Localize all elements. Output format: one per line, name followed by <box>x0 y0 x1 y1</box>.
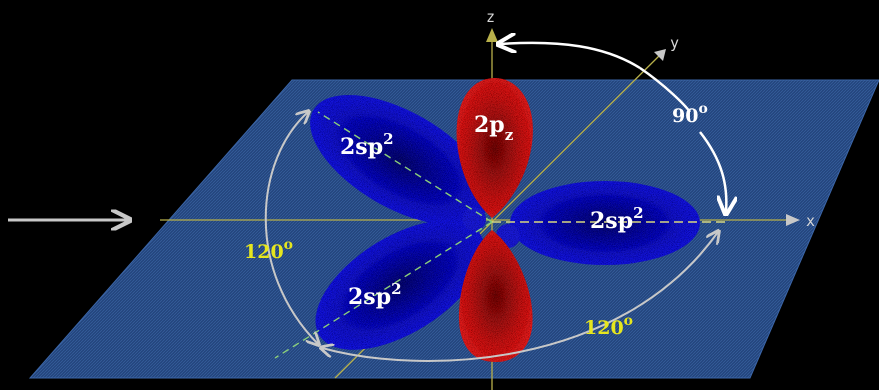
angle-arc-120-bottom <box>322 232 718 362</box>
sp2-label-lower-left: 2sp2 <box>348 280 402 310</box>
angle-label-90: 90o <box>672 101 708 127</box>
angle-label-120-left: 120o <box>244 237 293 263</box>
angle-arc-90 <box>500 43 641 70</box>
y-axis-label: y <box>670 34 679 52</box>
sp2-label-upper-left: 2sp2 <box>340 130 394 160</box>
y-axis-arrowhead <box>654 49 666 61</box>
sp2-direction-upper-left <box>317 111 493 223</box>
x-axis-label: x <box>806 212 815 230</box>
angle-arc-90-outer <box>639 66 692 113</box>
sp2-lobe-upper-left <box>310 94 490 226</box>
sp2-label-right: 2sp2 <box>590 204 644 234</box>
x-axis-arrowhead <box>786 214 800 226</box>
z-axis-label: z <box>486 8 495 26</box>
z-axis-arrowhead <box>486 28 498 42</box>
small-blue-lobe-left <box>462 207 486 231</box>
angle-arc-90-lower <box>699 131 726 212</box>
angle-arc-120-left <box>264 112 318 344</box>
pz-lobe-upper <box>456 78 533 218</box>
pz-label: 2pz <box>474 112 514 144</box>
angle-label-120-bottom: 120o <box>584 313 633 339</box>
